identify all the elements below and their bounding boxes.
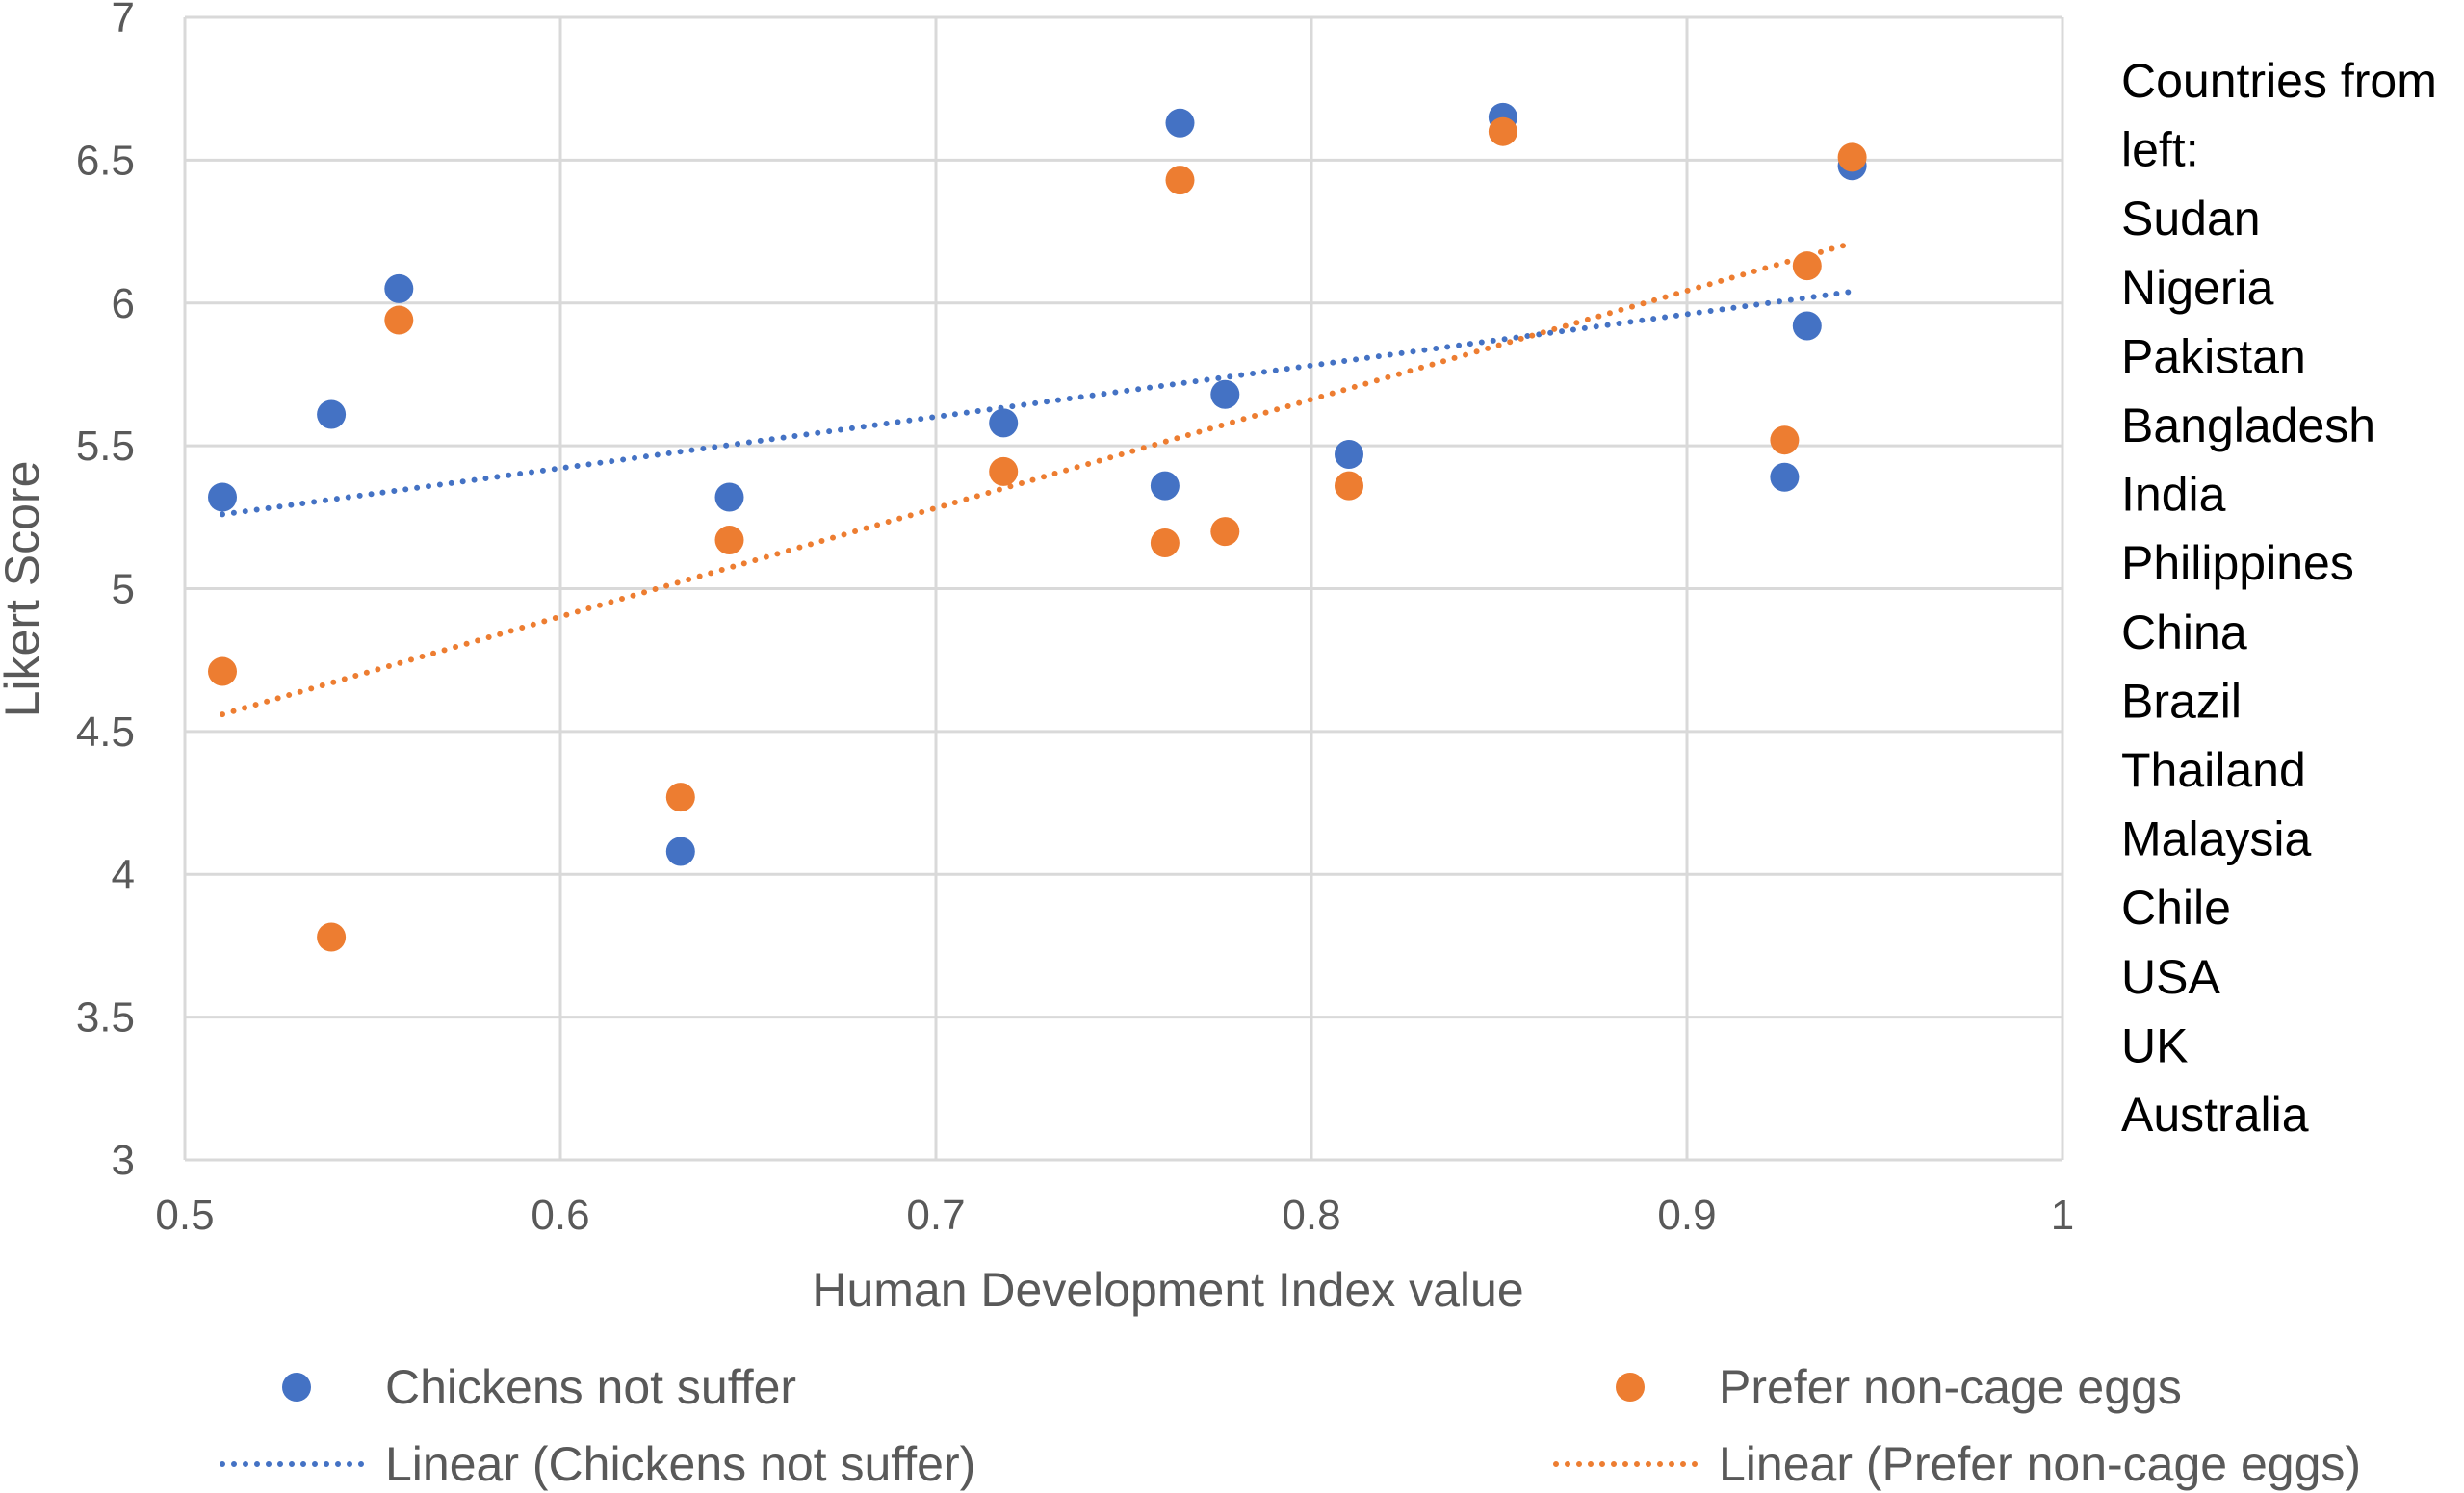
annotation-line: Chile xyxy=(2121,881,2231,935)
trendline-1 xyxy=(220,240,1855,718)
x-tick-label: 0.5 xyxy=(155,1192,214,1239)
legend-marker-0 xyxy=(282,1373,311,1402)
legend-label-2: Linear (Chickens not suffer) xyxy=(385,1437,975,1491)
legend-label-0: Chickens not suffer xyxy=(385,1360,796,1414)
point-series1-4 xyxy=(714,526,744,555)
x-tick-label: 0.6 xyxy=(531,1192,589,1239)
point-series0-3 xyxy=(665,837,695,866)
x-tick-label: 0.8 xyxy=(1282,1192,1340,1239)
x-axis-title: Human Development Index value xyxy=(812,1263,1523,1317)
point-series1-10 xyxy=(1488,116,1517,146)
y-tick-label: 6 xyxy=(112,280,135,327)
annotation-line: Nigeria xyxy=(2121,261,2274,315)
y-axis-ticks: 3 3.5 4 4.5 5 5.5 6 6.5 7 xyxy=(76,0,135,1184)
x-tick-label: 0.9 xyxy=(1657,1192,1716,1239)
y-tick-label: 3 xyxy=(112,1137,135,1184)
y-tick-label: 4.5 xyxy=(76,708,135,756)
annotation-line: China xyxy=(2121,605,2247,659)
point-series1-2 xyxy=(384,305,414,335)
point-series0-1 xyxy=(317,399,347,429)
trendline-0 xyxy=(220,288,1855,518)
annotation-line: Countries from xyxy=(2121,54,2437,108)
annotation-line: Bangladesh xyxy=(2121,399,2375,452)
grid-layer xyxy=(183,15,2064,1162)
annotation-line: Sudan xyxy=(2121,192,2261,245)
y-tick-label: 5 xyxy=(112,566,135,613)
legend-marker-1 xyxy=(1616,1373,1645,1402)
point-series1-7 xyxy=(1165,166,1195,195)
y-axis-title: Likert Score xyxy=(0,461,49,718)
trendlines xyxy=(220,240,1855,718)
point-series0-0 xyxy=(208,482,237,512)
point-series1-11 xyxy=(1770,425,1800,455)
point-series0-5 xyxy=(989,408,1019,438)
point-series0-7 xyxy=(1165,108,1195,138)
y-tick-label: 6.5 xyxy=(76,137,135,184)
legend-label-3: Linear (Prefer non-cage eggs) xyxy=(1719,1437,2361,1491)
countries-annotation: Countries from left: Sudan Nigeria Pakistan B… xyxy=(2121,54,2437,1142)
annotation-line: Malaysia xyxy=(2121,812,2311,866)
y-tick-label: 7 xyxy=(112,0,135,41)
annotation-line: Brazil xyxy=(2121,674,2242,728)
point-series1-0 xyxy=(208,656,237,686)
point-series0-11 xyxy=(1770,462,1800,492)
annotation-line: Australia xyxy=(2121,1088,2309,1142)
point-series1-8 xyxy=(1210,517,1240,547)
x-tick-label: 1 xyxy=(2051,1192,2074,1239)
legend: Chickens not suffer Prefer non-cage eggs L… xyxy=(220,1360,2361,1491)
point-series0-12 xyxy=(1792,311,1822,341)
point-series1-6 xyxy=(1150,528,1180,558)
point-series1-3 xyxy=(665,783,695,812)
y-tick-label: 5.5 xyxy=(76,423,135,470)
point-series1-13 xyxy=(1837,142,1867,172)
annotation-line: left: xyxy=(2121,123,2199,177)
point-series0-6 xyxy=(1150,471,1180,501)
point-series1-12 xyxy=(1792,251,1822,281)
annotation-line: Pakistan xyxy=(2121,329,2306,383)
y-tick-label: 4 xyxy=(112,851,135,898)
point-series1-9 xyxy=(1335,471,1363,501)
annotation-line: UK xyxy=(2121,1018,2188,1072)
point-series0-8 xyxy=(1210,379,1240,409)
legend-label-1: Prefer non-cage eggs xyxy=(1719,1360,2182,1414)
annotation-line: USA xyxy=(2121,950,2220,1004)
y-tick-label: 3.5 xyxy=(76,994,135,1042)
annotation-line: Thailand xyxy=(2121,743,2306,797)
point-series0-9 xyxy=(1335,440,1363,470)
x-axis-ticks: 0.5 0.6 0.7 0.8 0.9 1 xyxy=(155,1192,2074,1239)
point-series0-2 xyxy=(384,273,414,303)
annotation-line: Philippines xyxy=(2121,536,2354,590)
point-series0-4 xyxy=(714,482,744,512)
data-points xyxy=(208,102,1867,952)
x-tick-label: 0.7 xyxy=(906,1192,965,1239)
point-series1-5 xyxy=(989,456,1019,486)
point-series1-1 xyxy=(317,922,347,952)
annotation-line: India xyxy=(2121,468,2226,522)
